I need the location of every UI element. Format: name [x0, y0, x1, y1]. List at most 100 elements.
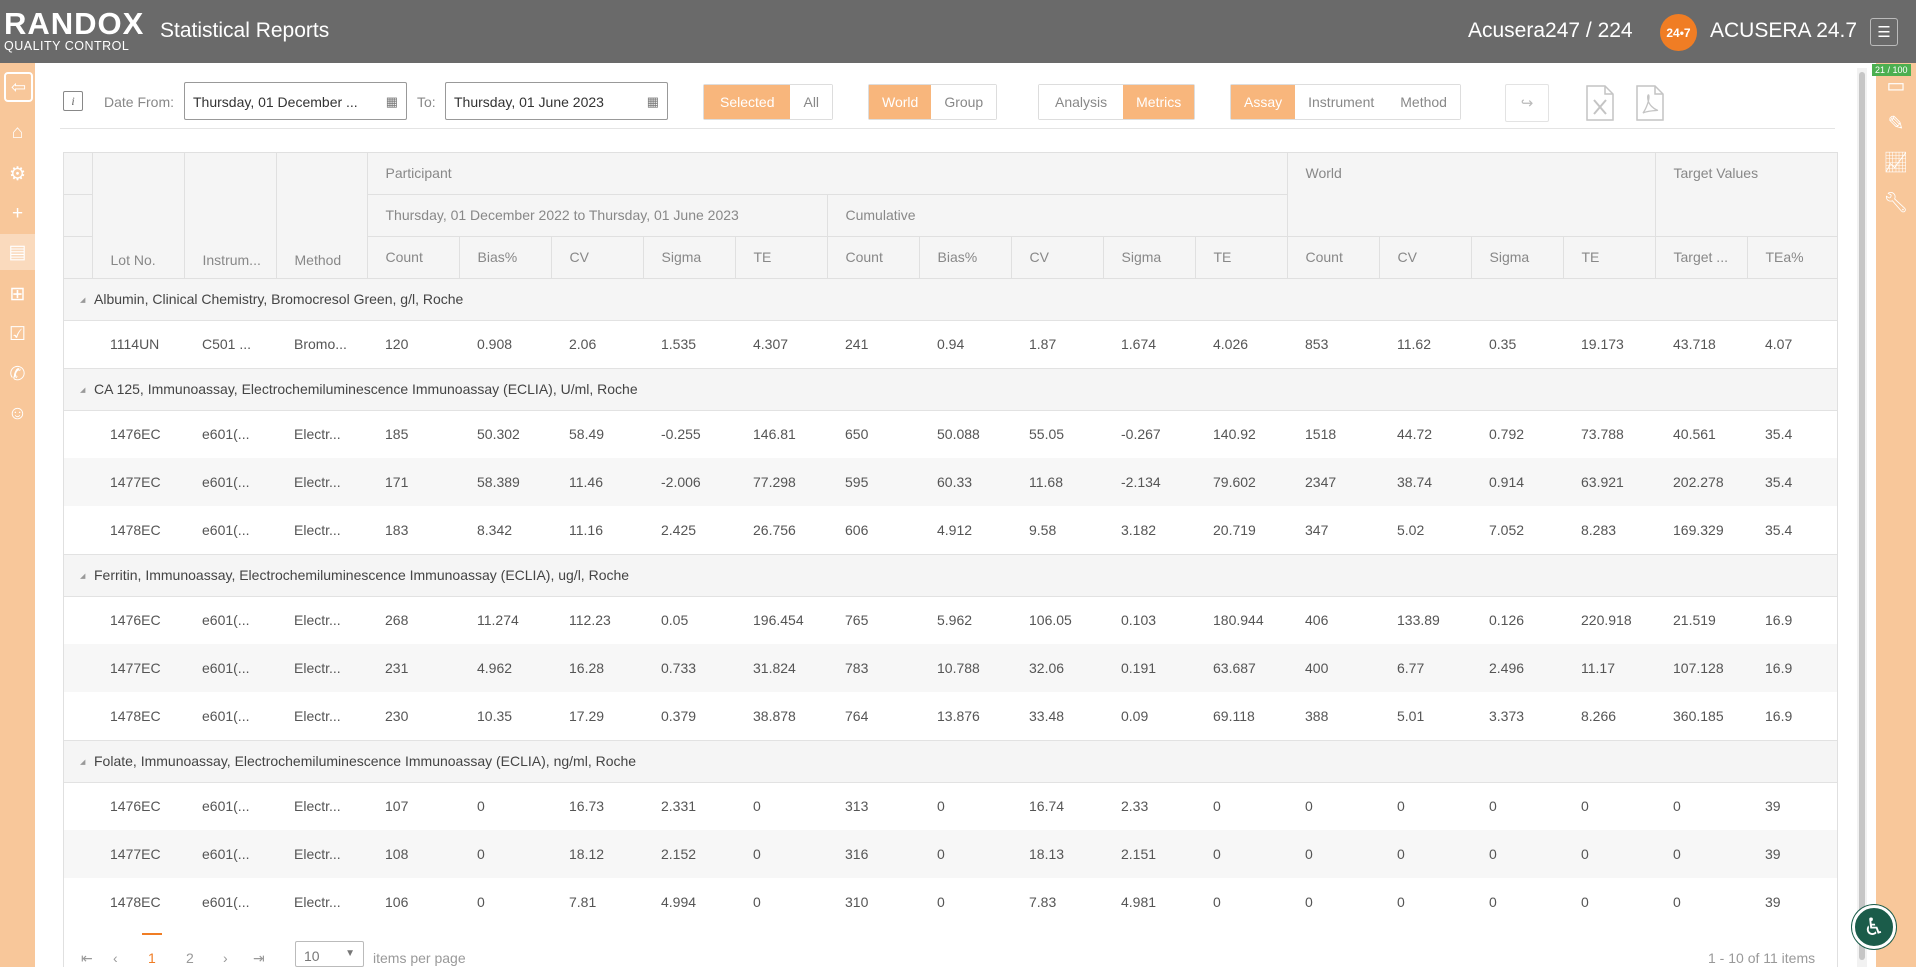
- add-plus-icon[interactable]: +: [11, 203, 24, 224]
- user-icon[interactable]: ☺: [7, 403, 28, 424]
- level-group-button[interactable]: Group: [931, 85, 997, 119]
- phone-icon[interactable]: ✆: [9, 363, 26, 385]
- collapse-triangle-icon[interactable]: ◢: [80, 758, 86, 766]
- view-analysis-button[interactable]: Analysis: [1039, 85, 1124, 119]
- excel-export-icon[interactable]: [1582, 84, 1618, 122]
- collapse-triangle-icon[interactable]: ◢: [80, 296, 86, 304]
- level-world-button[interactable]: World: [869, 85, 932, 119]
- table-row[interactable]: 1477EC e601(... Electr... 231 4.962 16.28 0.73…: [64, 644, 1837, 692]
- table-cell: 0.914: [1471, 458, 1563, 506]
- pdf-export-icon[interactable]: [1632, 84, 1668, 122]
- checklist-icon[interactable]: ☑: [8, 323, 27, 345]
- calendar-icon[interactable]: ▦: [385, 94, 398, 109]
- table-cell: 38.878: [753, 707, 796, 724]
- share-arrow-icon[interactable]: ↪: [1505, 84, 1549, 122]
- col-te[interactable]: TE: [735, 236, 828, 279]
- collapse-triangle-icon[interactable]: ◢: [80, 386, 86, 394]
- table-cell: 650: [845, 426, 869, 443]
- group-method-button[interactable]: Method: [1387, 85, 1460, 119]
- col-instrument[interactable]: Instrum...: [184, 153, 277, 279]
- table-cell: 18.12: [551, 830, 643, 878]
- col-method[interactable]: Method: [276, 153, 368, 279]
- col-world-cv[interactable]: CV: [1379, 236, 1472, 279]
- info-icon[interactable]: i: [63, 91, 83, 111]
- hamburger-menu-icon[interactable]: ☰: [1870, 18, 1898, 46]
- date-from-field[interactable]: Thursday, 01 December ... ▦: [184, 82, 407, 120]
- table-row[interactable]: 1476EC e601(... Electr... 107 0 16.73 2.331 0 31…: [64, 782, 1837, 830]
- group-row[interactable]: ◢ Folate, Immunoassay, Electrochemilumine…: [64, 739, 1837, 783]
- table-row[interactable]: 1477EC e601(... Electr... 171 58.389 11.46 -2.…: [64, 458, 1837, 506]
- col-sigma[interactable]: Sigma: [643, 236, 736, 279]
- group-name: CA 125, Immunoassay, Electrochemilumines…: [94, 381, 638, 397]
- group-assay-button[interactable]: Assay: [1231, 85, 1296, 119]
- group-header[interactable]: ◢ Ferritin, Immunoassay, Electrochemilumi…: [64, 553, 1837, 597]
- table-row[interactable]: 1478EC e601(... Electr... 106 0 7.81 4.994 0 310…: [64, 878, 1837, 926]
- table-cell: 133.89: [1397, 612, 1440, 629]
- prev-page-icon[interactable]: ‹: [113, 950, 118, 966]
- account-counter: Acusera247 / 224: [1468, 19, 1633, 42]
- page-2-button[interactable]: 2: [186, 950, 194, 966]
- group-header[interactable]: ◢ Folate, Immunoassay, Electrochemilumine…: [64, 739, 1837, 783]
- scope-selected-button[interactable]: Selected: [704, 85, 791, 119]
- accessibility-icon[interactable]: ♿︎: [1852, 905, 1896, 949]
- group-row[interactable]: ◢ Ferritin, Immunoassay, Electrochemilumi…: [64, 553, 1837, 597]
- col-target[interactable]: Target ...: [1655, 236, 1748, 279]
- view-metrics-button[interactable]: Metrics: [1123, 85, 1195, 119]
- col-world-count[interactable]: Count: [1287, 236, 1380, 279]
- col-cum-count[interactable]: Count: [827, 236, 920, 279]
- table-cell: 0: [1489, 894, 1497, 910]
- table-cell: 38.74: [1379, 458, 1471, 506]
- date-to-field[interactable]: Thursday, 01 June 2023 ▦: [445, 82, 668, 120]
- col-cv[interactable]: CV: [551, 236, 644, 279]
- table-row[interactable]: 1478EC e601(... Electr... 230 10.35 17.29 0.37…: [64, 692, 1837, 740]
- scrollbar-thumb[interactable]: [1859, 72, 1865, 960]
- group-header[interactable]: ◢ Albumin, Clinical Chemistry, Bromocreso…: [64, 277, 1837, 321]
- report-toolbar: i Date From: Thursday, 01 December ... ▦…: [60, 82, 1840, 122]
- page-1-button[interactable]: 1: [148, 950, 156, 966]
- reports-list-icon[interactable]: ▤: [0, 234, 35, 270]
- col-count[interactable]: Count: [367, 236, 460, 279]
- col-cum-te[interactable]: TE: [1195, 236, 1288, 279]
- col-cum-sigma[interactable]: Sigma: [1103, 236, 1196, 279]
- home-icon[interactable]: ⌂: [11, 122, 24, 143]
- wrench-icon[interactable]: 🔧︎: [1883, 191, 1909, 214]
- col-tea[interactable]: TEa%: [1747, 236, 1837, 279]
- pencil-icon[interactable]: ✎: [1887, 112, 1905, 135]
- calendar-icon[interactable]: ▦: [646, 94, 659, 109]
- col-world-sigma[interactable]: Sigma: [1471, 236, 1564, 279]
- group-row[interactable]: ◢ CA 125, Immunoassay, Electrochemilumine…: [64, 367, 1837, 411]
- table-row[interactable]: 1477EC e601(... Electr... 108 0 18.12 2.152 0 31…: [64, 830, 1837, 878]
- table-cell: 63.921: [1563, 458, 1655, 506]
- items-per-page-select[interactable]: 10 ▼: [295, 941, 364, 967]
- grouping-toggle: Assay Instrument Method: [1230, 84, 1461, 120]
- table-row[interactable]: 1476EC e601(... Electr... 268 11.274 112.23 0.…: [64, 596, 1837, 644]
- next-page-icon[interactable]: ›: [223, 950, 228, 966]
- last-page-icon[interactable]: ⇥: [253, 950, 265, 966]
- table-cell: 8.283: [1581, 521, 1617, 538]
- col-bias[interactable]: Bias%: [459, 236, 552, 279]
- panel-icon[interactable]: ▭: [1886, 74, 1906, 97]
- table-row[interactable]: 1478EC e601(... Electr... 183 8.342 11.16 2.42…: [64, 506, 1837, 554]
- scope-all-button[interactable]: All: [790, 85, 833, 119]
- group-instrument-button[interactable]: Instrument: [1295, 85, 1388, 119]
- col-world-te[interactable]: TE: [1563, 236, 1656, 279]
- table-row[interactable]: 1114UN C501 ... Bromo... 120 0.908 2.06 1.535 4…: [64, 320, 1837, 368]
- row-spacer: [64, 596, 92, 644]
- table-cell: 0: [1379, 830, 1471, 878]
- table-row[interactable]: 1476EC e601(... Electr... 185 50.302 58.49 -0.…: [64, 410, 1837, 458]
- table-cell: e601(...: [184, 458, 276, 506]
- group-header[interactable]: ◢ CA 125, Immunoassay, Electrochemilumine…: [64, 367, 1837, 411]
- collapse-triangle-icon[interactable]: ◢: [80, 572, 86, 580]
- add-document-icon[interactable]: ⊞: [9, 283, 26, 305]
- group-row[interactable]: ◢ Albumin, Clinical Chemistry, Bromocreso…: [64, 277, 1837, 321]
- col-cum-cv[interactable]: CV: [1011, 236, 1104, 279]
- back-arrow-icon[interactable]: ⇦: [4, 72, 33, 102]
- first-page-icon[interactable]: ⇤: [81, 950, 93, 966]
- col-cum-bias[interactable]: Bias%: [919, 236, 1012, 279]
- chart-line-icon[interactable]: 📈︎: [1883, 151, 1909, 174]
- randox-logo[interactable]: RANDOX QUALITY CONTROL: [4, 8, 143, 56]
- header-participant: Participant: [367, 153, 1288, 195]
- settings-gear-icon[interactable]: ⚙: [8, 163, 27, 185]
- col-lot[interactable]: Lot No.: [92, 153, 185, 279]
- table-cell: 0: [1471, 830, 1563, 878]
